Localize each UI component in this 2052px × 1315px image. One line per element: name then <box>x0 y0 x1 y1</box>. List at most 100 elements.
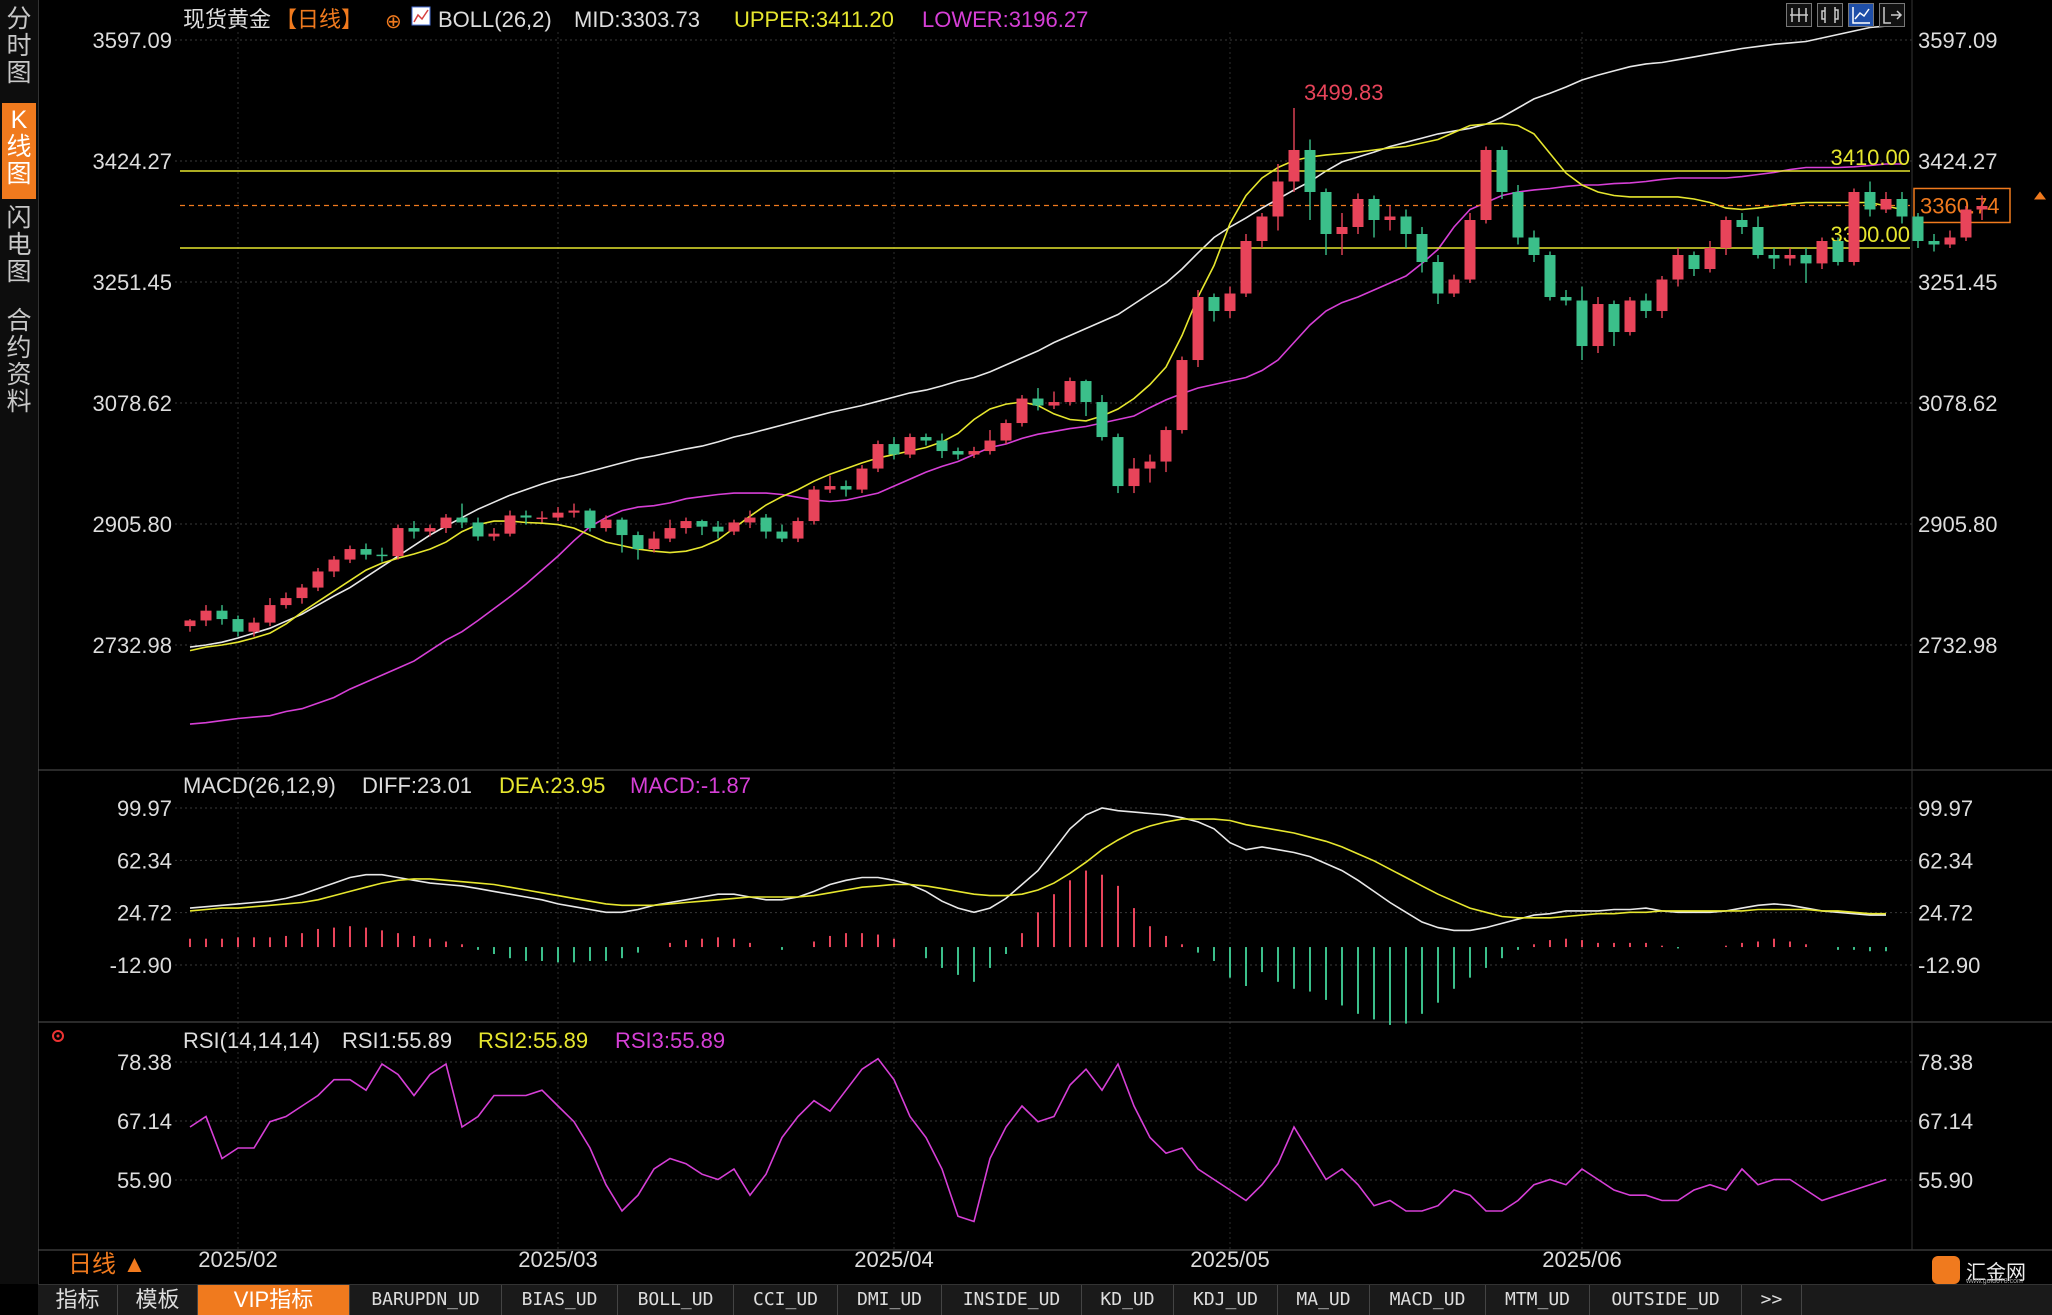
candle-body <box>1272 181 1284 217</box>
logo-text: 汇金网 <box>1966 1262 2026 1284</box>
candle-body <box>1368 198 1380 220</box>
candle-body <box>344 549 356 560</box>
candle-body <box>952 451 964 455</box>
candle-body <box>1848 191 1860 263</box>
grid-icon[interactable] <box>1786 3 1812 27</box>
candle-body <box>936 440 948 452</box>
macd-diff-line <box>189 807 1886 932</box>
tab-cci[interactable]: CCI_UD <box>734 1285 838 1315</box>
sidebar-tab-intraday[interactable]: 分时图 <box>2 6 36 90</box>
candle-body <box>1928 241 1940 245</box>
tab-mtm[interactable]: MTM_UD <box>1486 1285 1590 1315</box>
macd-dea-value: DEA:23.95 <box>499 773 605 798</box>
candle-body <box>1240 241 1252 294</box>
tab-boll[interactable]: BOLL_UD <box>618 1285 734 1315</box>
candle-body <box>296 587 308 599</box>
candle-body <box>440 517 452 529</box>
last-price-label: 3360.74 <box>1920 193 2000 218</box>
candle-body <box>536 517 548 520</box>
candle-body <box>376 554 388 557</box>
tab-outside[interactable]: OUTSIDE_UD <box>1590 1285 1742 1315</box>
price-tick-label-left: 3597.09 <box>92 28 172 53</box>
candle-body <box>312 571 324 588</box>
macd-value: MACD:-1.87 <box>630 773 751 798</box>
tab-kdj[interactable]: KDJ_UD <box>1174 1285 1278 1315</box>
tab-barupdn[interactable]: BARUPDN_UD <box>350 1285 502 1315</box>
candle-body <box>1752 227 1764 256</box>
x-axis-date-label: 2025/06 <box>1542 1247 1622 1272</box>
sidebar-tab-flash[interactable]: 闪电图 <box>2 205 36 289</box>
candle-body <box>1352 198 1364 228</box>
macd-dea-line <box>189 818 1886 919</box>
price-tick-label-left: 2905.80 <box>92 512 172 537</box>
tab-more[interactable]: >> <box>1742 1285 1802 1315</box>
price-level-label: 3300.00 <box>1830 222 1910 247</box>
rsi-tick-label-right: 67.14 <box>1918 1109 1973 1134</box>
indicator-icon <box>411 6 431 26</box>
price-tick-label-left: 3078.62 <box>92 391 172 416</box>
boll-upper-line <box>189 122 1903 652</box>
candle-body <box>392 528 404 557</box>
candle-body <box>1832 241 1844 263</box>
candle-body <box>1336 227 1348 235</box>
exit-icon[interactable] <box>1879 3 1905 27</box>
line-chart-icon[interactable] <box>1848 3 1874 27</box>
candle-body <box>1112 437 1124 487</box>
candle-body <box>616 519 628 536</box>
tab-ma[interactable]: MA_UD <box>1278 1285 1370 1315</box>
candle-body <box>984 440 996 452</box>
candle-body <box>1480 149 1492 220</box>
candle-body <box>1464 219 1476 280</box>
candle-body <box>1608 304 1620 333</box>
rsi-label: RSI(14,14,14) <box>183 1028 320 1053</box>
macd-tick-label-left: 62.34 <box>117 848 172 873</box>
candle-body <box>840 486 852 490</box>
candle-body <box>1912 216 1924 242</box>
candle-icon[interactable] <box>1817 3 1843 27</box>
tab-templates[interactable]: 模板 <box>118 1285 198 1315</box>
tab-bias[interactable]: BIAS_UD <box>502 1285 618 1315</box>
plus-icon: ⊕ <box>385 11 402 33</box>
settings-sun-icon <box>52 1030 64 1042</box>
candle-body <box>648 538 660 550</box>
candle-body <box>1192 297 1204 361</box>
candle-body <box>568 510 580 513</box>
candle-body <box>664 528 676 539</box>
tab-vip-indicators[interactable]: VIP指标 <box>198 1285 350 1315</box>
candle-body <box>744 517 756 523</box>
candle-body <box>1384 216 1396 220</box>
sidebar-tab-char: 约 <box>6 334 32 362</box>
gold678-logo: 汇金网 www.gold678.com <box>1932 1256 2048 1286</box>
candle-body <box>1208 297 1220 312</box>
price-tick-label-right: 3078.62 <box>1918 391 1998 416</box>
sidebar-tab-char: 料 <box>6 388 32 416</box>
tab-indicators[interactable]: 指标 <box>38 1285 118 1315</box>
tab-macd[interactable]: MACD_UD <box>1370 1285 1486 1315</box>
candle-body <box>712 526 724 532</box>
candle-body <box>1096 402 1108 438</box>
candle-body <box>280 598 292 606</box>
kline-chart[interactable]: 3597.09 3597.09 3424.27 3424.27 3251.45 3251.… <box>0 0 2052 1284</box>
sidebar-tab-contract-info[interactable]: 合约资料 <box>2 308 36 420</box>
tab-kd[interactable]: KD_UD <box>1082 1285 1174 1315</box>
sidebar-tab-char: 合 <box>6 307 32 335</box>
sidebar-tab-char: 资 <box>6 361 32 389</box>
candle-body <box>600 519 612 529</box>
candle-body <box>920 437 932 441</box>
candle-body <box>1176 360 1188 431</box>
candle-body <box>1224 293 1236 312</box>
candle-body <box>696 521 708 527</box>
sidebar-tab-char: 分 <box>6 5 32 33</box>
candle-body <box>856 468 868 490</box>
candle-body <box>1640 300 1652 312</box>
candle-body <box>1144 461 1156 469</box>
x-axis-date-label: 2025/03 <box>518 1247 598 1272</box>
macd-tick-label-right: 24.72 <box>1918 901 1973 926</box>
tab-dmi[interactable]: DMI_UD <box>838 1285 942 1315</box>
candle-body <box>1864 191 1876 210</box>
price-tick-label-right: 2905.80 <box>1918 512 1998 537</box>
macd-tick-label-right: 99.97 <box>1918 796 1973 821</box>
tab-inside[interactable]: INSIDE_UD <box>942 1285 1082 1315</box>
